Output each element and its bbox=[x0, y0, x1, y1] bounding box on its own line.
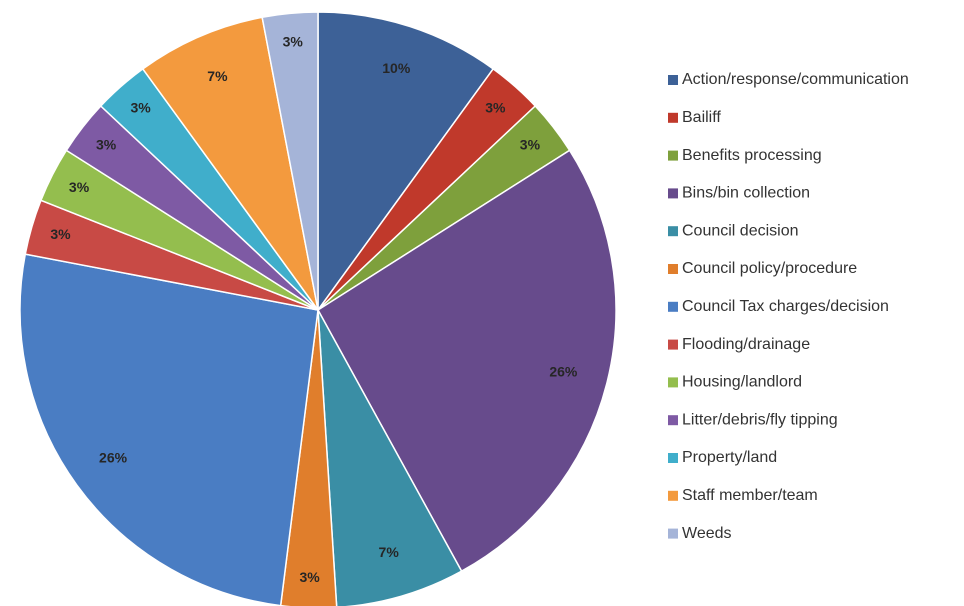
legend-label: Housing/landlord bbox=[682, 374, 802, 391]
data-label-action-response-communication: 10% bbox=[382, 60, 411, 76]
legend-swatch bbox=[668, 490, 678, 501]
legend-item-council-policy-procedure: Council policy/procedure bbox=[668, 260, 857, 277]
pie-slice-action-response-communication bbox=[317, 11, 495, 313]
legend-label: Council policy/procedure bbox=[682, 260, 857, 277]
pie-slices bbox=[19, 11, 617, 606]
pie-slice-bins-bin-collection bbox=[317, 149, 617, 573]
data-label-council-tax-charges-decision: 26% bbox=[99, 450, 128, 466]
legend-swatch bbox=[668, 339, 678, 350]
data-label-bailiff: 3% bbox=[485, 100, 506, 116]
legend-item-housing-landlord: Housing/landlord bbox=[668, 374, 802, 391]
legend-item-council-tax-charges-decision: Council Tax charges/decision bbox=[668, 298, 889, 315]
legend-item-litter-debris-fly-tipping: Litter/debris/fly tipping bbox=[668, 411, 838, 428]
legend-label: Flooding/drainage bbox=[682, 336, 810, 353]
legend-swatch bbox=[668, 150, 678, 161]
legend-label: Staff member/team bbox=[682, 487, 818, 504]
legend-label: Property/land bbox=[682, 449, 777, 466]
legend-swatch bbox=[668, 453, 678, 463]
legend-swatch bbox=[668, 75, 678, 85]
pie-slice-council-tax-charges-decision bbox=[19, 253, 319, 606]
data-label-council-decision: 7% bbox=[379, 544, 400, 560]
legend-label: Action/response/communication bbox=[682, 71, 909, 88]
legend-item-action-response-communication: Action/response/communication bbox=[668, 71, 909, 88]
legend-label: Litter/debris/fly tipping bbox=[682, 411, 838, 428]
legend-item-council-decision: Council decision bbox=[668, 222, 799, 239]
legend-item-property-land: Property/land bbox=[668, 449, 777, 466]
legend-item-weeds: Weeds bbox=[668, 525, 732, 542]
pie-slice-staff-member-team bbox=[141, 16, 319, 311]
legend-swatch bbox=[668, 301, 678, 312]
legend-swatch bbox=[668, 377, 678, 388]
legend-item-benefits-processing: Benefits processing bbox=[668, 147, 822, 164]
legend-label: Weeds bbox=[682, 525, 732, 542]
legend-label: Benefits processing bbox=[682, 147, 822, 164]
legend-item-staff-member-team: Staff member/team bbox=[668, 487, 818, 504]
legend-swatch bbox=[668, 188, 678, 199]
legend: Action/response/communication Bailiff Bene… bbox=[668, 71, 909, 542]
legend-label: Bins/bin collection bbox=[682, 185, 810, 202]
data-label-bins-bin-collection: 26% bbox=[549, 364, 578, 380]
data-label-benefits-processing: 3% bbox=[520, 136, 541, 152]
legend-swatch bbox=[668, 112, 678, 123]
legend-swatch bbox=[668, 528, 678, 539]
legend-item-flooding-drainage: Flooding/drainage bbox=[668, 336, 810, 353]
legend-label: Council decision bbox=[682, 222, 799, 239]
data-label-weeds: 3% bbox=[283, 34, 304, 50]
pie-data-labels: 10% 3% 3% 26% 7% 3% 26% 3% 3% 3% 3% 7% 3% bbox=[50, 34, 578, 585]
data-label-litter-debris-fly-tipping: 3% bbox=[96, 136, 117, 152]
data-label-property-land: 3% bbox=[131, 100, 152, 116]
data-label-staff-member-team: 7% bbox=[207, 68, 228, 84]
data-label-flooding-drainage: 3% bbox=[50, 226, 71, 242]
legend-swatch bbox=[668, 226, 678, 237]
pie-slice-weeds bbox=[261, 11, 319, 311]
data-label-housing-landlord: 3% bbox=[69, 179, 90, 195]
legend-label: Bailiff bbox=[682, 109, 721, 126]
data-label-council-policy-procedure: 3% bbox=[299, 569, 320, 585]
pie-slice-council-decision bbox=[317, 309, 463, 606]
legend-item-bins-bin-collection: Bins/bin collection bbox=[668, 185, 810, 202]
legend-swatch bbox=[668, 264, 678, 274]
legend-label: Council Tax charges/decision bbox=[682, 298, 889, 315]
legend-item-bailiff: Bailiff bbox=[668, 109, 721, 126]
legend-swatch bbox=[668, 415, 678, 426]
